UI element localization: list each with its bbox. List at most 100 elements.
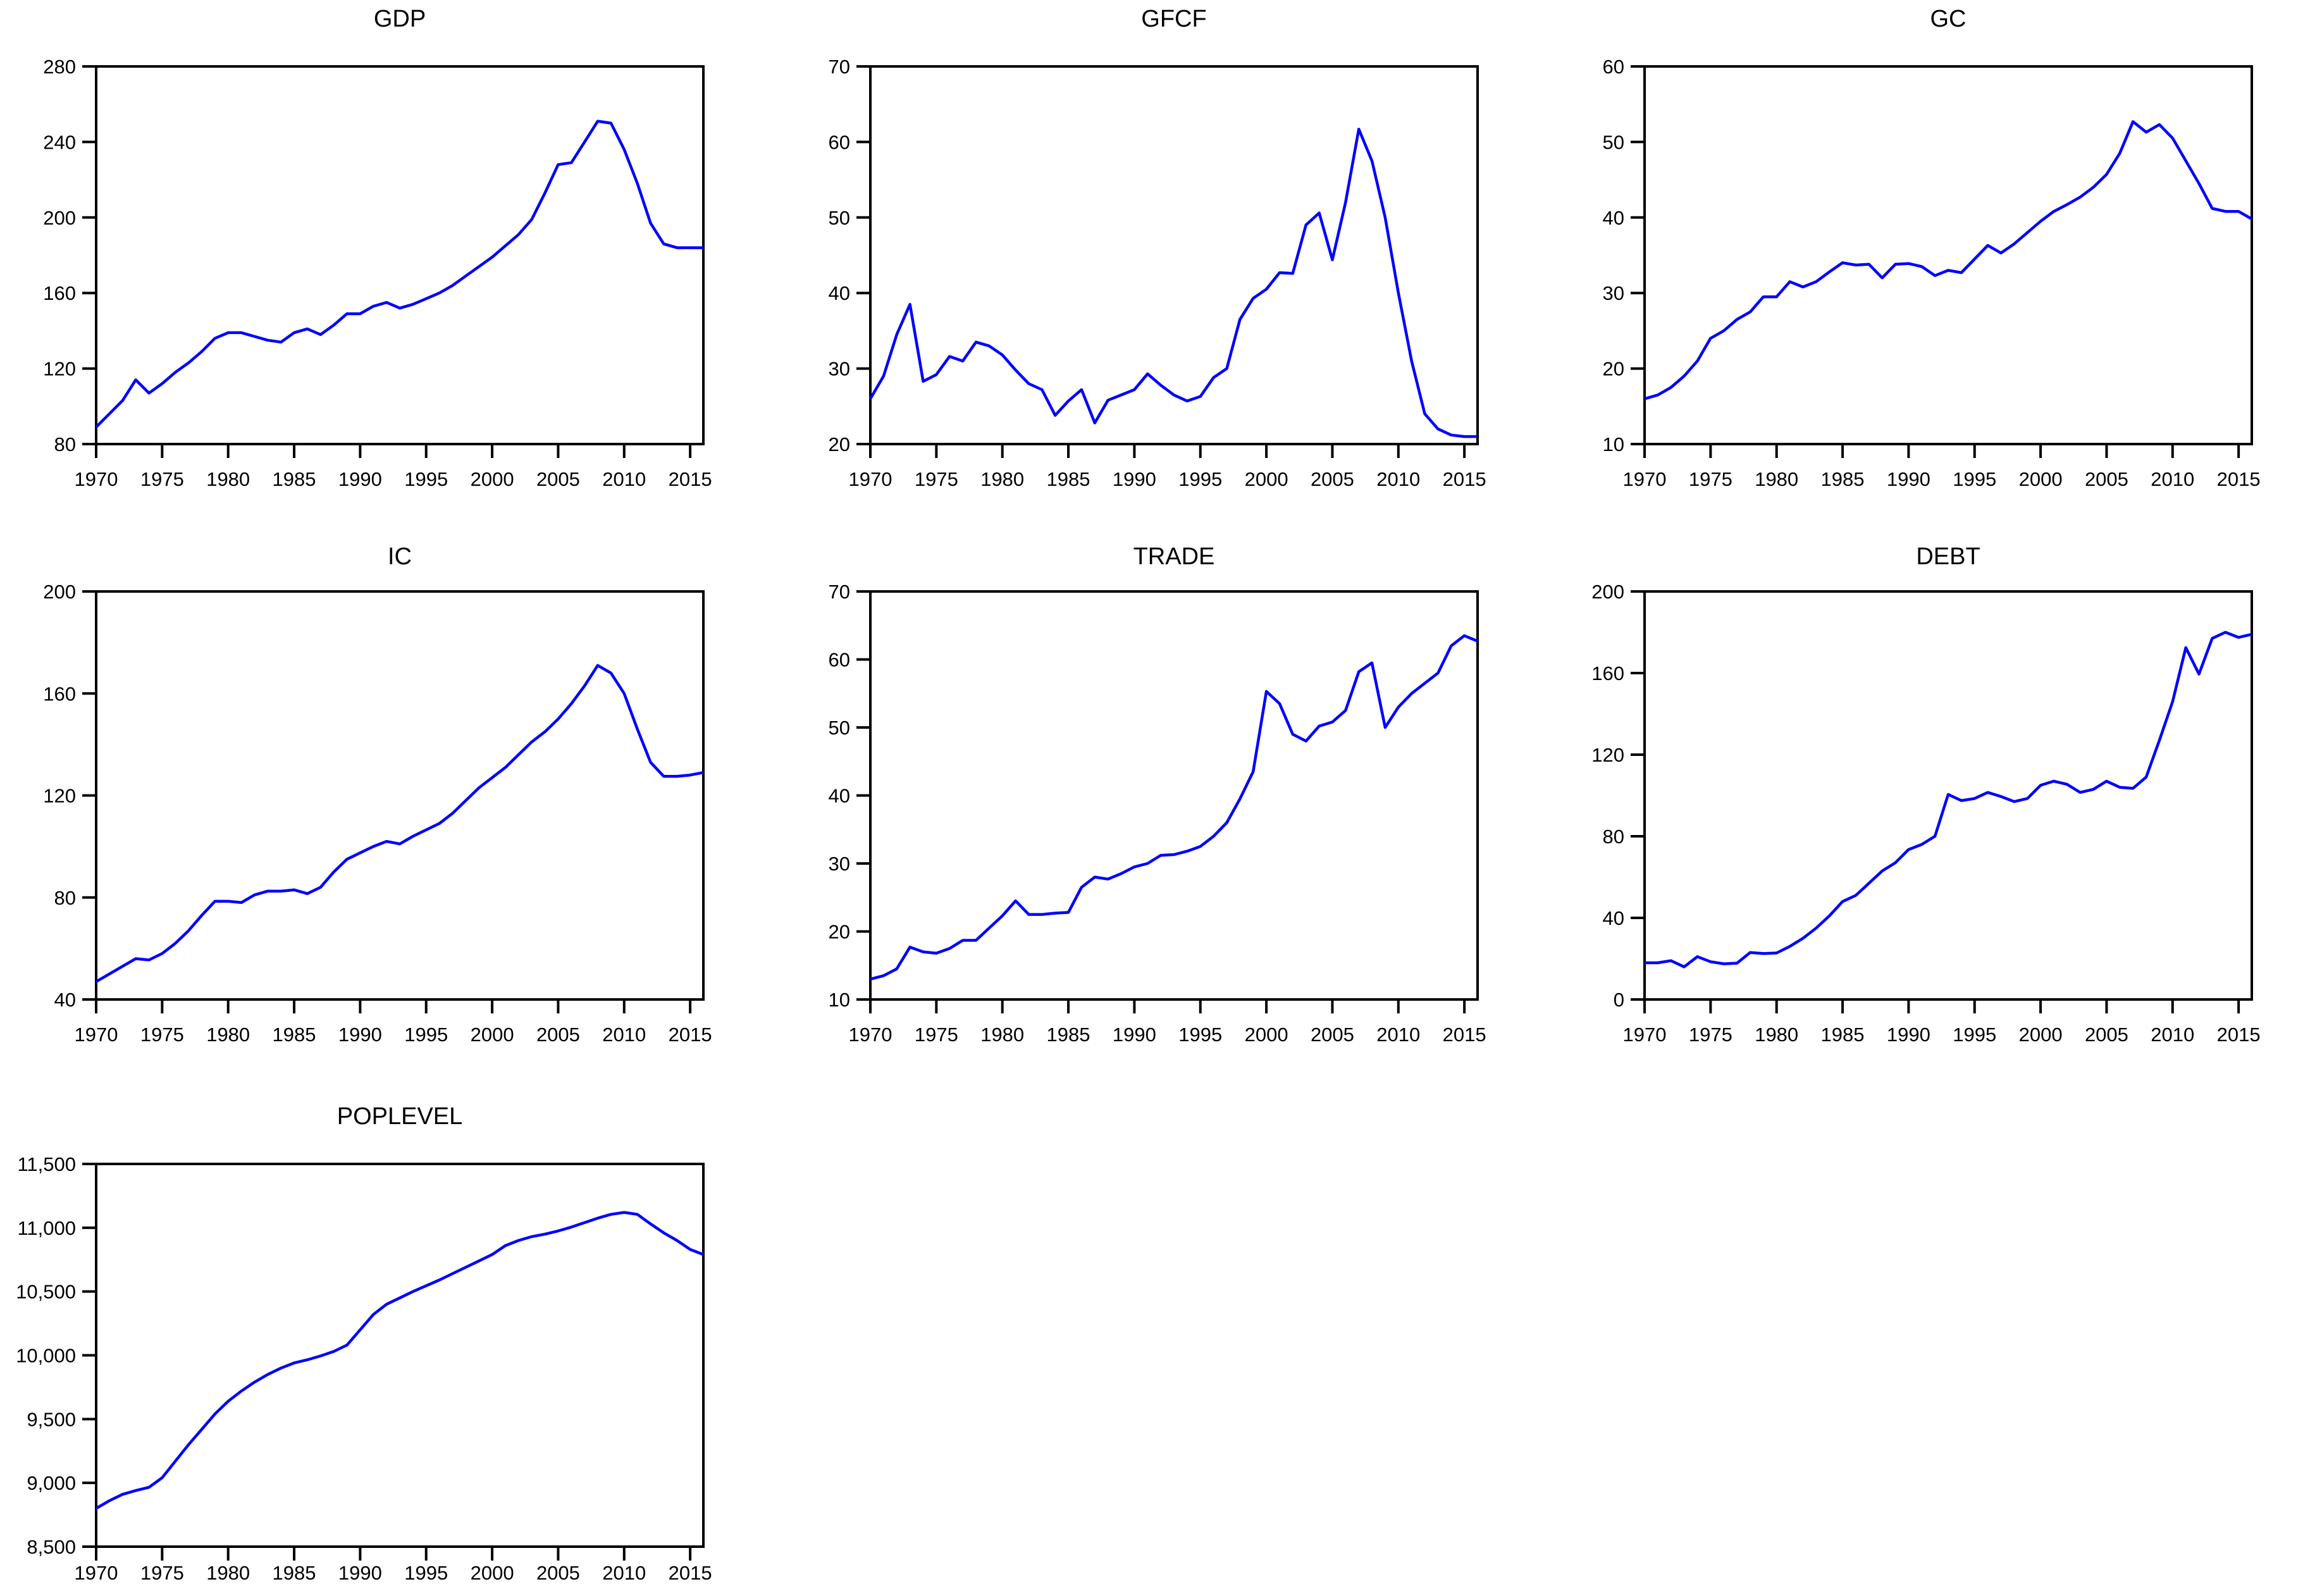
- y-axis-tick-label: 50: [829, 717, 850, 739]
- y-axis-tick-label: 11,000: [17, 1217, 76, 1239]
- x-axis-tick-label: 2000: [471, 468, 514, 490]
- x-axis-tick-label: 1970: [75, 1024, 118, 1046]
- y-axis-tick-label: 240: [43, 131, 76, 153]
- x-axis-tick-label: 2005: [536, 1562, 580, 1584]
- x-axis-tick-label: 1990: [338, 1562, 382, 1584]
- y-axis-tick-label: 200: [1591, 581, 1624, 603]
- x-axis-tick-label: 1995: [404, 468, 448, 490]
- x-axis-tick-label: 1980: [980, 1024, 1024, 1046]
- y-axis-tick-label: 80: [54, 433, 76, 455]
- x-axis-tick-label: 2005: [2085, 1024, 2128, 1046]
- y-axis-tick-label: 8,500: [27, 1536, 76, 1558]
- y-axis-tick-label: 70: [829, 581, 850, 603]
- x-axis-tick-label: 1980: [206, 1024, 250, 1046]
- chart-title: IC: [388, 543, 412, 570]
- x-axis-tick-label: 1975: [140, 1562, 184, 1584]
- y-axis-tick-label: 10: [1603, 433, 1624, 455]
- series-line: [870, 634, 1478, 980]
- chart-title: GDP: [374, 6, 426, 32]
- y-axis-tick-label: 120: [43, 785, 76, 807]
- x-axis-tick-label: 1990: [1113, 1024, 1156, 1046]
- y-axis-tick-label: 50: [829, 207, 850, 229]
- x-axis-tick-label: 2000: [2019, 1024, 2063, 1046]
- x-axis-tick-label: 1975: [1689, 468, 1732, 490]
- series-line: [95, 664, 704, 983]
- x-axis-tick-label: 2000: [471, 1562, 514, 1584]
- x-axis-tick-label: 1990: [1887, 468, 1930, 490]
- y-axis-tick-label: 40: [54, 989, 76, 1011]
- empty-cell: [1548, 1075, 2322, 1596]
- chart-gc: GC 10 20 30 40 50 60 1970 1975 1980 1985 1990 1995 20…: [1548, 0, 2322, 519]
- x-axis-tick-label: 2015: [669, 1562, 712, 1584]
- x-axis-tick-label: 1985: [1821, 1024, 1865, 1046]
- x-axis-tick-label: 1985: [1821, 468, 1865, 490]
- series-line: [869, 127, 1478, 438]
- x-axis-tick-label: 2010: [1376, 1024, 1420, 1046]
- chart-trade: TRADE 10 20 30 40 50 60 70 1970 1975 1980 1985 1990 1…: [774, 519, 1548, 1075]
- x-axis-tick-label: 2010: [2151, 1024, 2194, 1046]
- x-axis-tick-label: 2010: [2151, 468, 2194, 490]
- x-axis-tick-label: 2015: [1443, 1024, 1486, 1046]
- y-axis-tick-label: 70: [829, 56, 850, 78]
- y-axis-tick-label: 10,500: [16, 1281, 76, 1303]
- poplevel-plot: POPLEVEL 8,500 9,000 9,500 10,000 10,500 11,00…: [16, 1103, 712, 1584]
- x-axis-tick-label: 1985: [273, 468, 316, 490]
- x-axis-tick-label: 1995: [1178, 468, 1222, 490]
- x-axis-tick-label: 1980: [206, 468, 250, 490]
- chart-title: DEBT: [1916, 543, 1980, 570]
- x-axis-tick-label: 1975: [915, 1024, 958, 1046]
- x-axis-tick-label: 2000: [1245, 1024, 1288, 1046]
- x-axis-tick-label: 1985: [1047, 468, 1090, 490]
- chart-title: GC: [1930, 6, 1967, 32]
- chart-ic: IC 40 80 120 160 200 1970 1975 1980 1985 1990 1995 2…: [0, 519, 774, 1075]
- y-axis-tick-label: 9,500: [27, 1408, 76, 1430]
- x-axis-tick-label: 1980: [206, 1562, 250, 1584]
- x-axis-tick-label: 2015: [669, 468, 712, 490]
- x-axis-tick-label: 2010: [602, 1024, 646, 1046]
- y-axis-tick-label: 160: [43, 683, 76, 705]
- series-line: [95, 1211, 704, 1510]
- y-axis-tick-label: 160: [43, 282, 76, 304]
- x-axis-tick-label: 1995: [1953, 468, 1996, 490]
- chart-gfcf: GFCF 20 30 40 50 60 70 1970 1975 1980 1985 1990 1995…: [774, 0, 1548, 519]
- x-axis-tick-label: 2005: [1311, 468, 1354, 490]
- y-axis-tick-label: 30: [1603, 282, 1624, 304]
- x-axis-tick-label: 1975: [140, 468, 184, 490]
- y-axis-tick-label: 11,500: [17, 1153, 76, 1175]
- y-axis-tick-label: 60: [829, 131, 850, 153]
- plot-border: [95, 590, 705, 1001]
- y-axis-tick-label: 20: [1603, 358, 1624, 380]
- y-axis-tick-label: 200: [43, 207, 76, 229]
- x-axis-tick-label: 2000: [2019, 468, 2063, 490]
- x-axis-tick-label: 1970: [1623, 468, 1667, 490]
- x-axis-tick-label: 1980: [1755, 1024, 1798, 1046]
- plot-border: [869, 65, 1479, 445]
- x-axis-tick-label: 2005: [536, 1024, 580, 1046]
- x-axis-tick-label: 1970: [1623, 1024, 1667, 1046]
- x-axis-tick-label: 1970: [849, 1024, 892, 1046]
- x-axis-tick-label: 2005: [1311, 1024, 1354, 1046]
- y-axis-tick-label: 20: [829, 921, 850, 943]
- x-axis-tick-label: 1990: [338, 468, 382, 490]
- debt-plot: DEBT 0 40 80 120 160 200 1970 1975 1980 1985 1990 19…: [1591, 543, 2261, 1046]
- x-axis-tick-label: 1970: [849, 468, 892, 490]
- series-line: [95, 120, 703, 428]
- chart-poplevel: POPLEVEL 8,500 9,000 9,500 10,000 10,500 11,00…: [0, 1075, 774, 1596]
- series-line: [1644, 120, 2253, 400]
- x-axis-tick-label: 1985: [273, 1562, 316, 1584]
- x-axis-tick-label: 2005: [536, 468, 580, 490]
- x-axis-tick-label: 1995: [1178, 1024, 1222, 1046]
- y-axis-tick-label: 120: [43, 358, 76, 380]
- x-axis-tick-label: 2010: [602, 1562, 646, 1584]
- y-axis-tick-label: 80: [1603, 826, 1624, 848]
- y-axis-tick-label: 10: [829, 989, 850, 1011]
- y-axis-tick-label: 60: [1603, 56, 1624, 78]
- x-axis-tick-label: 1970: [75, 468, 118, 490]
- x-axis-tick-label: 2005: [2085, 468, 2128, 490]
- gfcf-plot: GFCF 20 30 40 50 60 70 1970 1975 1980 1985 1990 1995…: [829, 6, 1486, 490]
- x-axis-tick-label: 1985: [273, 1024, 316, 1046]
- x-axis-tick-label: 2015: [2217, 1024, 2261, 1046]
- x-axis-tick-label: 1980: [980, 468, 1024, 490]
- x-axis-tick-label: 2015: [669, 1024, 712, 1046]
